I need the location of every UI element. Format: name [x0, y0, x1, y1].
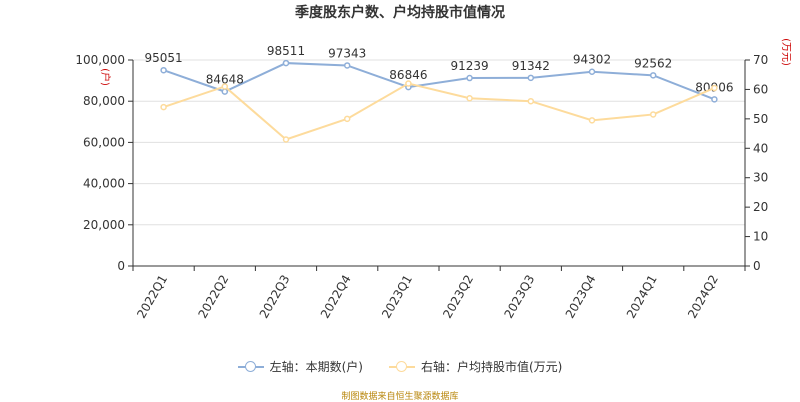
- x-tick-label: 2024Q2: [685, 273, 721, 321]
- legend-right-swatch-icon: [389, 360, 415, 374]
- data-label: 86846: [389, 68, 427, 82]
- data-point-left: [343, 62, 351, 69]
- y-right-tick-label: 30: [753, 171, 768, 185]
- data-point-left: [160, 66, 167, 74]
- y-right-tick-label: 60: [753, 82, 768, 96]
- data-label: 94302: [573, 53, 611, 67]
- data-label: 98511: [267, 44, 305, 58]
- data-point-right: [527, 97, 535, 105]
- y-left-tick-label: 80,000: [83, 94, 125, 108]
- x-tick-label: 2022Q3: [257, 273, 293, 321]
- legend-item-left-series[interactable]: 左轴：本期数(户): [237, 358, 363, 375]
- data-point-right: [711, 84, 718, 92]
- data-label: 84648: [206, 73, 244, 87]
- legend-left-swatch-icon: [237, 360, 264, 374]
- data-label: 95051: [145, 51, 183, 65]
- legend-right-label: 右轴：户均持股市值(万元): [421, 360, 563, 374]
- data-label: 91342: [512, 59, 550, 73]
- data-label: 92562: [634, 56, 672, 70]
- chart-title: 季度股东户数、户均持股市值情况: [295, 5, 505, 21]
- y-right-tick-label: 70: [753, 53, 768, 67]
- data-point-left: [282, 59, 290, 67]
- x-tick-label: 2023Q2: [440, 272, 476, 320]
- y-right-tick-label: 40: [753, 141, 768, 155]
- x-tick-label: 2023Q1: [379, 273, 415, 321]
- y-right-axis-label: (万元): [780, 38, 791, 66]
- x-tick-label: 2022Q1: [134, 273, 170, 321]
- data-label: 97343: [328, 46, 366, 60]
- y-right-tick-label: 10: [753, 230, 768, 244]
- data-point-right: [160, 103, 167, 111]
- data-point-right: [405, 80, 412, 87]
- x-tick-label: 2024Q1: [624, 273, 660, 321]
- source-note: 制图数据来自恒生聚源数据库: [341, 392, 459, 402]
- y-left-tick-label: 40,000: [83, 177, 125, 191]
- y-right-tick-label: 20: [753, 200, 768, 214]
- data-label: 91239: [451, 59, 489, 73]
- y-right-tick-label: 0: [753, 259, 761, 273]
- x-tick-label: 2022Q2: [195, 273, 231, 321]
- y-left-tick-label: 0: [117, 259, 125, 273]
- y-right-tick-label: 50: [753, 112, 768, 126]
- data-point-right: [282, 136, 290, 143]
- legend-item-right-series[interactable]: 右轴：户均持股市值(万元): [389, 358, 562, 375]
- data-point-left: [711, 96, 718, 103]
- series-line-left: [163, 62, 715, 101]
- data-point-left: [649, 72, 657, 79]
- data-point-right: [649, 111, 657, 118]
- y-left-axis-label: (户): [99, 68, 112, 86]
- data-point-right: [588, 117, 596, 124]
- data-point-left: [221, 88, 229, 95]
- x-tick-label: 2023Q4: [563, 273, 599, 321]
- series-line-right: [163, 82, 715, 141]
- x-tick-label: 2022Q4: [318, 273, 354, 321]
- legend-left-label: 左轴：本期数(户): [269, 360, 363, 374]
- x-tick-label: 2023Q3: [501, 273, 537, 321]
- data-point-right: [343, 115, 351, 123]
- y-left-tick-label: 100,000: [75, 53, 125, 67]
- data-point-left: [588, 68, 596, 75]
- y-left-tick-label: 60,000: [83, 135, 125, 149]
- data-point-right: [466, 95, 473, 102]
- y-left-tick-label: 20,000: [83, 218, 125, 232]
- legend: 左轴：本期数(户) 右轴：户均持股市值(万元): [0, 358, 800, 375]
- data-point-right: [221, 83, 229, 90]
- data-point-left: [527, 74, 535, 82]
- data-point-left: [466, 74, 473, 82]
